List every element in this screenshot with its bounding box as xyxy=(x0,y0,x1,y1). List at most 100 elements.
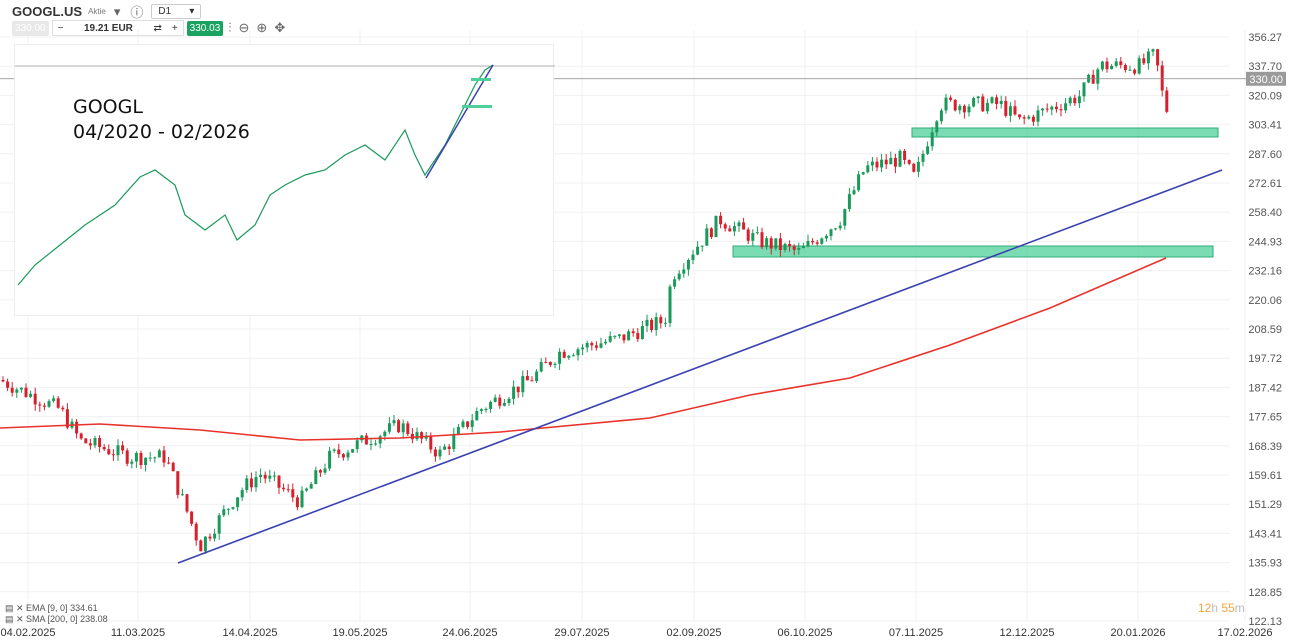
candle xyxy=(42,402,46,411)
candle xyxy=(157,448,161,458)
candle xyxy=(696,241,700,256)
candle xyxy=(213,528,217,542)
candle xyxy=(719,212,723,229)
indicators-icon[interactable]: ⫶ xyxy=(228,20,232,35)
candle xyxy=(893,153,897,174)
candle xyxy=(861,171,865,176)
candle xyxy=(203,536,207,554)
candle xyxy=(29,390,33,399)
increase-button[interactable]: + xyxy=(171,22,178,34)
candle xyxy=(1004,96,1008,118)
candle xyxy=(1031,114,1035,126)
candle xyxy=(682,263,686,278)
candle xyxy=(525,370,529,381)
decrease-button[interactable]: − xyxy=(57,22,64,34)
zoom-in-icon[interactable]: ⊕ xyxy=(256,20,268,35)
candle xyxy=(102,444,106,451)
timer-hours: 12 xyxy=(1198,601,1212,615)
candle xyxy=(884,154,888,170)
swap-icon[interactable]: ⇄ xyxy=(153,22,162,34)
candle xyxy=(93,435,97,449)
candle xyxy=(990,96,994,105)
timeframe-select[interactable]: D1 ▾ xyxy=(151,4,202,19)
candle xyxy=(806,234,810,248)
sma-legend[interactable]: ▤ ✕ SMA [200, 0] 238.08 xyxy=(5,614,108,624)
candle xyxy=(79,432,83,440)
candle xyxy=(935,119,939,137)
price-tick: 337.70 xyxy=(1248,61,1282,73)
inset-title-range: 04/2020 - 02/2026 xyxy=(73,121,250,143)
candle xyxy=(392,414,396,426)
candle xyxy=(783,242,787,253)
quantity-input[interactable]: 19.21 EUR xyxy=(83,22,133,34)
candle xyxy=(760,227,764,250)
candle xyxy=(259,468,263,483)
long-term-chart-inset: GOOGL 04/2020 - 02/2026 xyxy=(14,44,555,316)
candle xyxy=(981,93,985,113)
candle xyxy=(926,141,930,155)
candle xyxy=(1054,102,1058,113)
candle xyxy=(792,244,796,256)
candle xyxy=(1,376,5,383)
candle xyxy=(668,284,672,328)
quantity-stepper[interactable]: − 19.21 EUR ⇄ + xyxy=(51,20,184,36)
price-tick: 208.59 xyxy=(1248,324,1282,336)
candle xyxy=(194,521,198,546)
zoom-out-icon[interactable]: ⊖ xyxy=(238,20,250,35)
candle xyxy=(378,434,382,449)
candle xyxy=(180,488,184,496)
candle xyxy=(475,407,479,421)
candle xyxy=(949,95,953,102)
price-tick: 356.27 xyxy=(1248,32,1282,44)
candle xyxy=(824,234,828,242)
crosshair-icon[interactable]: ✥ xyxy=(274,20,286,35)
ema-legend[interactable]: ▤ ✕ EMA [9, 0] 334.61 xyxy=(5,603,98,613)
candle xyxy=(1137,55,1141,75)
symbol-header: GOOGL.US Aktie ▾ ⓘ D1 ▾ xyxy=(12,2,202,21)
candle xyxy=(769,236,773,255)
candle xyxy=(452,427,456,452)
candle xyxy=(815,240,819,246)
candle xyxy=(912,162,916,173)
chevron-down-icon: ▾ xyxy=(189,6,195,17)
buy-button[interactable]: 330.03 xyxy=(186,20,224,36)
candle xyxy=(479,408,483,415)
candle xyxy=(295,495,299,511)
candle xyxy=(709,227,713,239)
date-tick: 02.09.2025 xyxy=(666,627,721,639)
chevron-down-icon[interactable]: ▾ xyxy=(113,3,121,19)
candle xyxy=(544,357,548,364)
sma-200-line[interactable] xyxy=(0,257,1167,441)
candle xyxy=(190,511,194,527)
date-tick: 29.07.2025 xyxy=(554,627,609,639)
candle xyxy=(732,221,736,236)
symbol-name[interactable]: GOOGL.US xyxy=(12,4,83,19)
candle xyxy=(1156,48,1160,72)
sell-button[interactable]: 330.00 xyxy=(12,20,49,36)
candle xyxy=(1119,56,1123,69)
candle xyxy=(369,439,373,451)
candle xyxy=(337,443,341,458)
candle xyxy=(148,451,152,462)
info-icon[interactable]: ⓘ xyxy=(130,5,144,20)
price-tick: 303.41 xyxy=(1248,120,1282,132)
candle xyxy=(700,245,704,252)
candle xyxy=(341,453,345,461)
candle xyxy=(130,458,134,469)
sma-label: SMA [200, 0] 238.08 xyxy=(26,614,108,624)
resistance-zone[interactable] xyxy=(911,127,1219,138)
candle xyxy=(493,394,497,403)
candle xyxy=(797,242,801,255)
trendline[interactable] xyxy=(177,169,1223,564)
candle xyxy=(15,387,19,398)
price-tick: 135.93 xyxy=(1248,558,1282,570)
candle xyxy=(153,456,157,463)
support-zone[interactable] xyxy=(732,245,1214,258)
candle xyxy=(1105,57,1109,73)
candle xyxy=(521,370,525,398)
candle xyxy=(788,240,792,252)
candle xyxy=(843,208,847,230)
candle xyxy=(512,380,516,405)
candle xyxy=(834,227,838,231)
